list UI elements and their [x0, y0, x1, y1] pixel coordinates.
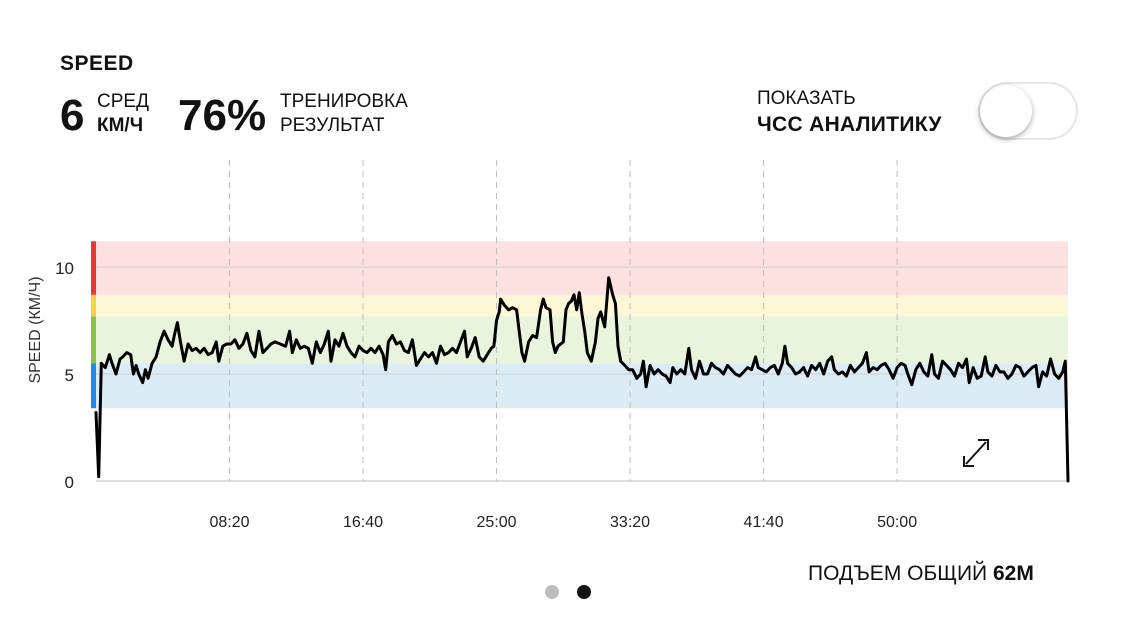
zone-red — [96, 241, 1068, 295]
speed-chart: 0 5 10 08:20 16:40 25:00 33:20 41:40 50:00 SPEE… — [27, 160, 1070, 531]
y-tick-label: 5 — [65, 366, 74, 385]
toggle-title: ЧСС АНАЛИТИКУ — [757, 113, 942, 136]
x-tick-label: 08:20 — [209, 514, 249, 531]
x-tick-label: 41:40 — [744, 514, 784, 531]
y-axis-label: SPEED (КМ/Ч) — [27, 276, 44, 383]
toggle-knob[interactable] — [980, 85, 1032, 137]
x-tick-label: 33:20 — [610, 514, 650, 531]
ascent-value: 62М — [992, 562, 1034, 585]
total-ascent: ПОДЪЕМ ОБЩИЙ 62М — [808, 562, 1034, 586]
zone-edge-red — [91, 241, 96, 295]
speed-zones — [96, 241, 1068, 409]
average-label: СРЕД — [97, 91, 149, 112]
zone-edge-blue — [91, 363, 96, 409]
vertical-gridlines — [229, 160, 898, 481]
speed-series-line — [94, 276, 1070, 483]
training-result-value: 76% — [178, 91, 267, 140]
y-tick-labels: 0 5 10 — [55, 259, 74, 492]
pager-dot-1[interactable] — [545, 585, 559, 599]
result-label: РЕЗУЛЬТАТ — [280, 115, 385, 136]
x-tick-label: 50:00 — [877, 514, 917, 531]
x-tick-label: 16:40 — [343, 514, 383, 531]
y-tick-label: 0 — [65, 473, 74, 492]
hr-analytics-toggle[interactable] — [978, 82, 1078, 140]
zone-edge-markers — [91, 241, 96, 409]
average-unit: КМ/Ч — [97, 115, 144, 136]
zone-edge-yellow — [91, 294, 96, 317]
toggle-caption: ПОКАЗАТЬ — [757, 88, 856, 109]
horizontal-gridlines — [96, 266, 1068, 375]
x-tick-labels: 08:20 16:40 25:00 33:20 41:40 50:00 — [209, 514, 917, 531]
y-tick-label: 10 — [55, 259, 74, 278]
metric-title: SPEED — [60, 52, 134, 75]
expand-arrows-icon[interactable] — [955, 433, 997, 473]
zone-edge-green — [91, 316, 96, 364]
x-tick-label: 25:00 — [477, 514, 517, 531]
pager-dot-2[interactable] — [577, 585, 591, 599]
average-speed-value: 6 — [60, 91, 85, 140]
ascent-label: ПОДЪЕМ ОБЩИЙ — [808, 562, 988, 585]
training-label: ТРЕНИРОВКА — [280, 91, 408, 112]
